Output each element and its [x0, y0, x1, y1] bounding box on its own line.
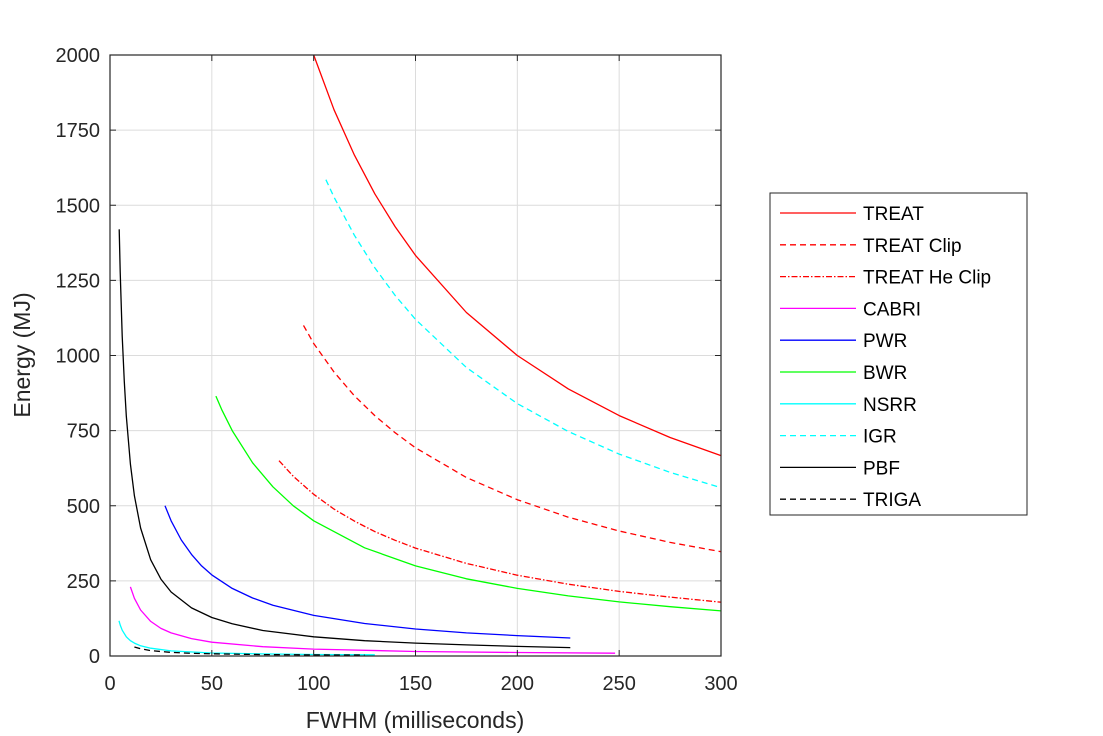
legend-label: BWR: [863, 363, 907, 384]
series-line-igr: [325, 179, 722, 489]
y-tick-label: 1500: [56, 195, 101, 217]
series-layer: [118, 54, 722, 656]
y-tick-label: 1750: [56, 120, 101, 142]
series-line-treat-he-clip: [278, 460, 722, 603]
x-tick-label: 200: [501, 673, 534, 695]
y-tick-label: 500: [67, 496, 100, 518]
legend-label: NSRR: [863, 395, 917, 416]
y-axis-title: Energy (MJ): [9, 292, 35, 417]
x-tick-label: 50: [201, 673, 223, 695]
x-tick-label: 0: [104, 673, 115, 695]
legend-label: TRIGA: [863, 490, 921, 511]
series-line-bwr: [215, 395, 722, 612]
y-tick-label: 250: [67, 571, 100, 593]
x-tick-label: 150: [399, 673, 432, 695]
y-tick-label: 0: [89, 646, 100, 668]
series-line-pwr: [164, 505, 571, 639]
series-line-triga: [134, 646, 365, 656]
legend-box: [769, 192, 1028, 516]
x-tick-label: 250: [602, 673, 635, 695]
legend-label: PWR: [863, 331, 907, 352]
legend-label: CABRI: [863, 299, 921, 320]
y-tick-label: 2000: [56, 45, 101, 67]
legend-label: TREAT Clip: [863, 236, 962, 257]
x-axis-title: FWHM (milliseconds): [306, 707, 525, 733]
y-tick-label: 1000: [56, 346, 101, 368]
x-tick-label: 300: [704, 673, 737, 695]
legend-label: TREAT He Clip: [863, 268, 991, 289]
series-line-treat-clip: [302, 325, 722, 553]
x-tick-label: 100: [297, 673, 330, 695]
series-line-treat: [313, 54, 722, 457]
y-tick-label: 1250: [56, 270, 101, 292]
series-line-nsrr: [118, 620, 375, 656]
series-line-pbf: [118, 229, 571, 649]
legend: TREAT TREAT Clip TREAT He Clip CABRI PWR BWR N…: [769, 192, 1028, 516]
series-line-cabri: [129, 586, 616, 654]
axis-ticks: 0 50 100 150 200 250 300 0 250 500 750 1000 1250 1500…: [56, 45, 738, 695]
legend-label: PBF: [863, 458, 900, 479]
legend-label: TREAT: [863, 204, 924, 225]
y-tick-label: 750: [67, 421, 100, 443]
legend-label: IGR: [863, 427, 897, 448]
